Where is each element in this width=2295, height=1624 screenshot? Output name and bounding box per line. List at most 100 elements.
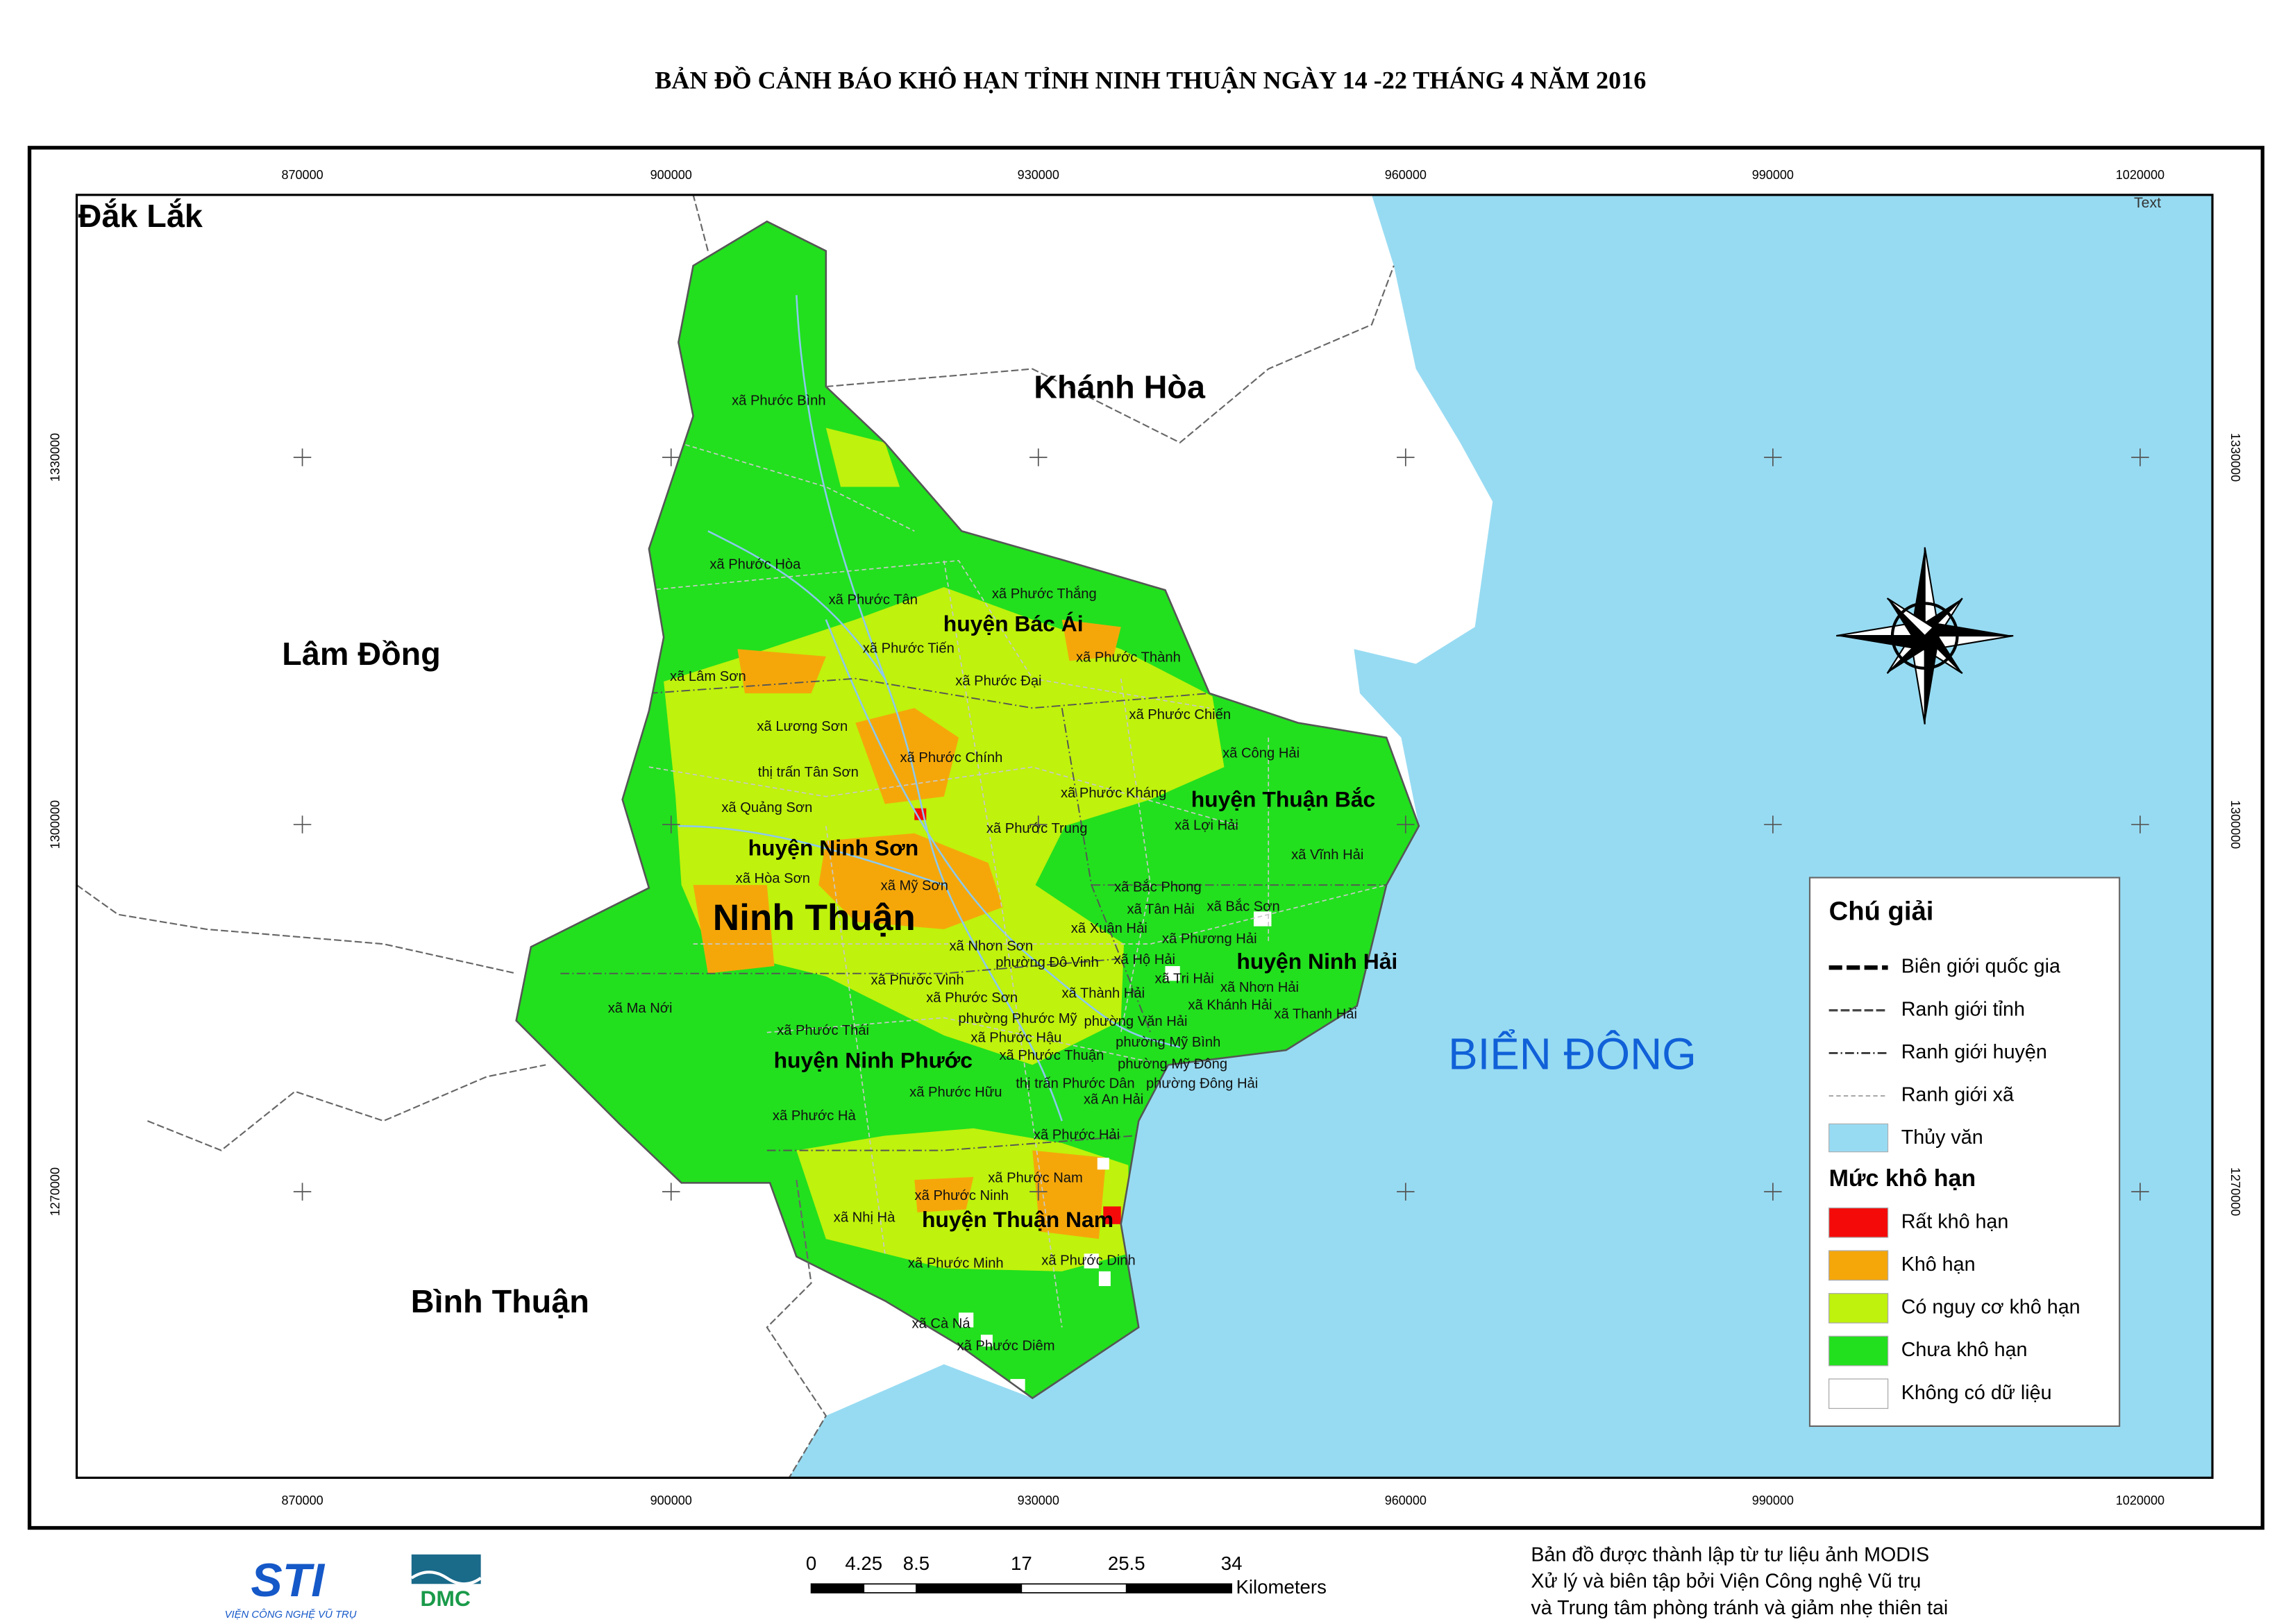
legend-subtitle: Mức khô hạn (1829, 1165, 1976, 1192)
legend-label: Không có dữ liệu (1901, 1382, 2052, 1404)
drought-area (914, 1176, 974, 1212)
grid-x-label: 870000 (281, 168, 323, 182)
commune-boundary (766, 1017, 1151, 1063)
at-risk-area (825, 428, 900, 487)
provincial-boundary (825, 265, 1395, 444)
no-data-cell (1084, 1253, 1099, 1269)
map-body: 870000 870000 900000 900000 930000 930000 9600… (49, 168, 2243, 1507)
grid-cross (662, 1183, 680, 1201)
scale-label: 17 (1011, 1553, 1032, 1574)
commune-label: xã Bắc Phong (1114, 879, 1202, 895)
commune-label: xã Hòa Sơn (736, 871, 810, 886)
no-data-cell (1098, 1271, 1111, 1287)
commune-label: xã Phước Sơn (926, 990, 1018, 1006)
legend-swatch (1829, 1123, 1889, 1153)
compass-ring (1890, 602, 1959, 670)
commune-label: xã Lương Sơn (757, 719, 848, 734)
commune-label: xã Lợi Hải (1175, 818, 1238, 834)
commune-label: xã An Hải (1084, 1092, 1143, 1108)
commune-label: xã Hộ Hải (1113, 952, 1175, 967)
compass-point (1886, 598, 1935, 637)
commune-label: xã Phước Nam (988, 1170, 1083, 1185)
commune-label: phường Mỹ Bình (1116, 1035, 1220, 1050)
commune-label: xã Công Hải (1222, 745, 1300, 761)
commune-label: phường Mỹ Đông (1118, 1057, 1227, 1072)
commune-label: xã Vĩnh Hải (1291, 847, 1363, 863)
commune-boundary (825, 826, 886, 1254)
commune-label: xã Nhơn Sơn (949, 939, 1033, 954)
provincial-boundary (147, 1064, 546, 1151)
grid-y-label: 1300000 (49, 800, 62, 849)
legend-label: Rất khô hạn (1901, 1210, 2009, 1233)
district-label: huyện Thuận Bắc (1191, 786, 1376, 811)
district-label: huyện Thuận Nam (922, 1207, 1113, 1232)
legend-label: Ranh giới huyện (1901, 1041, 2047, 1063)
sea-label: BIỂN ĐÔNG (1448, 1029, 1697, 1079)
commune-label: xã Tri Hải (1155, 971, 1214, 986)
commune-label: xã Ma Nới (608, 1001, 673, 1016)
drought-area (1032, 1150, 1107, 1240)
scale-segment (916, 1583, 1023, 1593)
commune-label: xã Phước Thắng (992, 586, 1097, 602)
grid-cross (2131, 448, 2149, 466)
commune-label: xã Phước Tân (829, 592, 918, 607)
grid-cross (1397, 1183, 1415, 1201)
provincial-boundary (766, 1179, 827, 1478)
commune-label: xã Quảng Sơn (721, 800, 812, 815)
district-label: huyện Ninh Phước (774, 1048, 973, 1073)
legend-label: Ranh giới tỉnh (1901, 998, 2025, 1020)
commune-label: xã Cà Ná (911, 1317, 970, 1332)
grid-cross (2131, 815, 2149, 834)
commune-label: xã Xuân Hải (1071, 921, 1148, 936)
no-data-cell (1165, 966, 1180, 981)
neighbor-label: Khánh Hòa (1034, 369, 1206, 405)
grid-cross (293, 448, 312, 466)
legend-swatch (1828, 1378, 1889, 1410)
grid-cross (1397, 815, 1415, 834)
district-label: huyện Bác Ái (943, 611, 1084, 636)
commune-label: xã Nhơn Hải (1220, 980, 1299, 995)
scale-label: 0 (806, 1553, 816, 1574)
commune-label: xã Phước Tiến (863, 641, 955, 657)
commune-label: xã Phước Kháng (1061, 786, 1166, 801)
neighbor-label: Lâm Đồng (282, 636, 440, 672)
commune-label: xã Phương Hải (1162, 931, 1257, 947)
compass-rose (1836, 547, 2014, 725)
commune-label: xã Phước Hà (773, 1108, 857, 1124)
grid-x-label: 900000 (650, 168, 692, 182)
scale-unit: Kilometers (1236, 1576, 1326, 1598)
commune-label: xã Mỹ Sơn (881, 879, 948, 894)
legend-label: Biên giới quốc gia (1901, 956, 2060, 978)
grid-x-label: 900000 (650, 1494, 692, 1507)
grid-cross (1029, 448, 1048, 466)
grid-x-label: 870000 (281, 1494, 323, 1507)
grid-y-label: 1270000 (2228, 1167, 2242, 1216)
grid-y-label: 1270000 (49, 1167, 62, 1216)
map-title: BẢN ĐỒ CẢNH BÁO KHÔ HẠN TỈNH NINH THUẬN … (655, 66, 1646, 94)
commune-label: xã Phước Hậu (970, 1030, 1061, 1045)
at-risk-area (664, 586, 1225, 1065)
commune-label: xã Thanh Hải (1274, 1006, 1357, 1022)
sti-caption: VIỆN CÔNG NGHỆ VŨ TRỤ (225, 1609, 357, 1621)
commune-label: thị trấn Phước Dân (1016, 1076, 1134, 1091)
scale-segment (1020, 1583, 1127, 1593)
compass-point (1924, 620, 2014, 636)
footer-line: Xử lý và biên tập bởi Viện Công nghệ Vũ … (1531, 1571, 1921, 1593)
commune-label: xã Phước Hải (1034, 1128, 1120, 1143)
grid-x-label: 960000 (1385, 1494, 1427, 1507)
no-data-cell (959, 1312, 974, 1328)
grid-y-label: 1300000 (2228, 800, 2242, 849)
scale-segment (863, 1583, 917, 1593)
grid-x-label: 930000 (1018, 1494, 1059, 1507)
commune-label: phường Phước Mỹ (958, 1011, 1077, 1026)
district-boundary (766, 1135, 1136, 1151)
grid-cross (2131, 1183, 2149, 1201)
river (707, 530, 886, 679)
river (678, 824, 945, 886)
commune-label: xã Tân Hải (1127, 902, 1195, 917)
grid-x-label: 930000 (1018, 168, 1059, 182)
scale-label: 8.5 (903, 1553, 930, 1574)
commune-label: xã Phước Dinh (1041, 1253, 1136, 1268)
